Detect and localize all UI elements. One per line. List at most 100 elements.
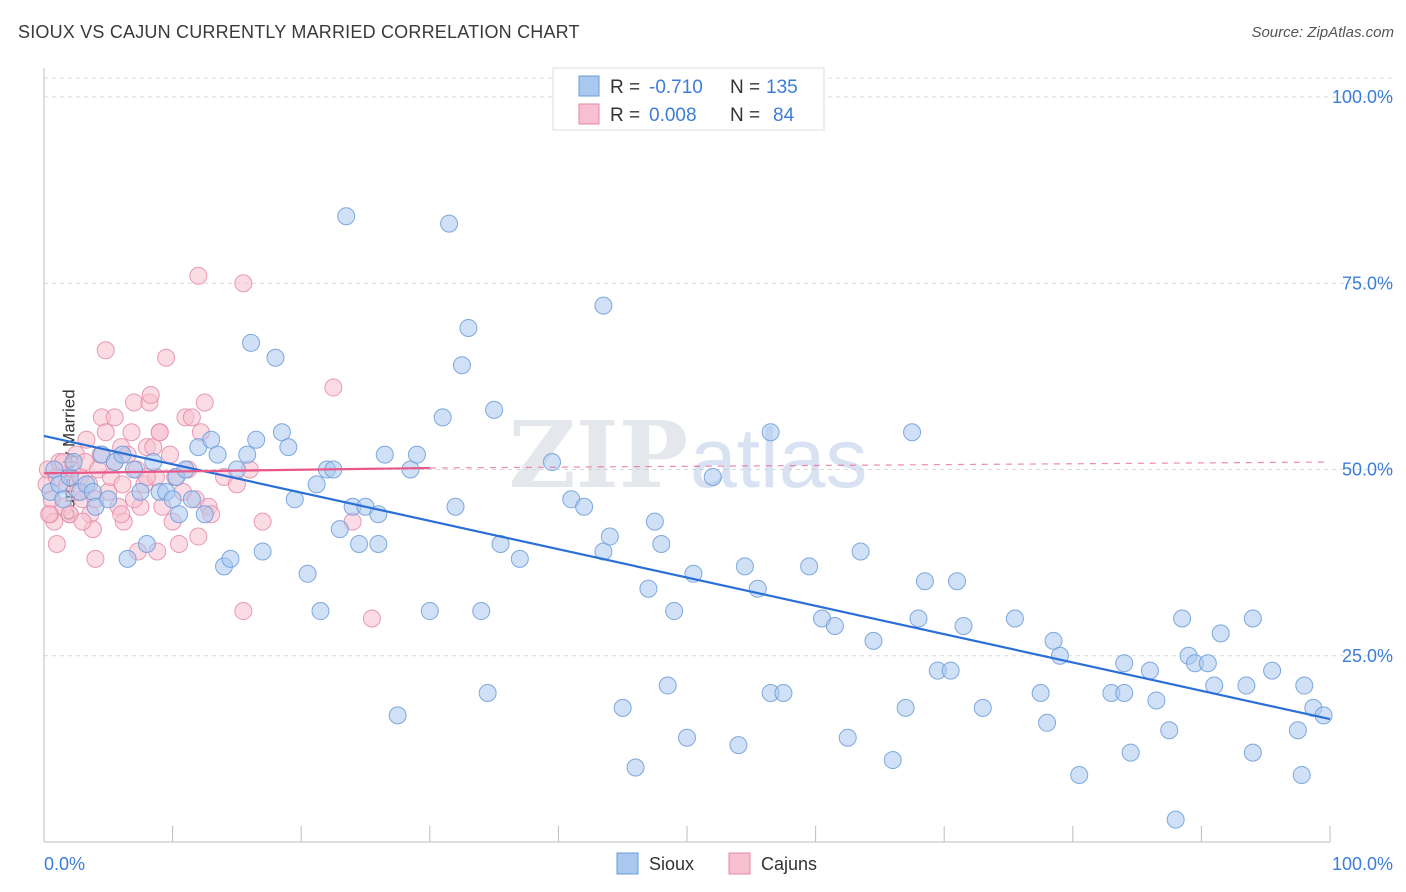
sioux-points [41, 207, 1333, 829]
sioux-point [896, 698, 915, 717]
sioux-point [182, 490, 201, 509]
legend-bottom-label-sioux: Sioux [649, 854, 694, 874]
legend-n-label-cajuns: N = [730, 105, 760, 126]
cajun-point [122, 423, 141, 442]
sioux-point [909, 609, 928, 628]
sioux-point [1166, 810, 1185, 829]
sioux-point [658, 676, 677, 695]
sioux-point [594, 296, 613, 315]
sioux-point [1140, 661, 1159, 680]
sioux-point [472, 602, 491, 621]
y-tick-label: 100.0% [1332, 87, 1393, 107]
sioux-point [407, 445, 426, 464]
sioux-point [163, 490, 182, 509]
sioux-point [626, 758, 645, 777]
sioux-point [137, 535, 156, 553]
watermark: ZIP atlas [509, 401, 868, 509]
sioux-point [948, 572, 967, 591]
legend-bottom-label-cajuns: Cajuns [761, 854, 817, 874]
sioux-point [253, 542, 272, 561]
cajun-point [161, 445, 180, 464]
sioux-point [954, 616, 973, 635]
sioux-point [800, 557, 819, 576]
sioux-point [170, 505, 189, 524]
cajun-point [189, 527, 208, 546]
gridlines [44, 77, 1392, 657]
sioux-point [208, 445, 227, 464]
cajun-point [150, 423, 169, 442]
sioux-point [350, 535, 369, 553]
sioux-point [337, 207, 356, 226]
cajun-point [234, 274, 253, 293]
cajun-trend-line [43, 466, 430, 475]
legend-r-value-cajuns: 0.008 [649, 105, 697, 126]
cajun-point [96, 341, 115, 360]
cajun-point [40, 505, 59, 524]
watermark-zip: ZIP [509, 401, 688, 509]
chart-title: SIOUX VS CAJUN CURRENTLY MARRIED CORRELA… [18, 22, 580, 42]
legend-bottom-swatch-cajuns [728, 852, 751, 875]
sioux-point [1173, 609, 1192, 628]
sioux-point [298, 564, 317, 583]
sioux-point [266, 348, 285, 367]
trend-lines [43, 434, 1331, 721]
sioux-point [639, 579, 658, 598]
sioux-point [883, 751, 902, 770]
cajun-point [141, 386, 160, 404]
cajun-point [362, 609, 381, 628]
sioux-point [1288, 721, 1307, 740]
legend-swatch-sioux [578, 75, 600, 97]
sioux-point [420, 602, 439, 621]
legend-series: Sioux Cajuns [616, 852, 817, 875]
legend-r-label-cajuns: R = [610, 105, 640, 126]
sioux-point [600, 527, 619, 546]
sioux-point [1115, 684, 1134, 702]
sioux-point [118, 549, 137, 568]
sioux-point [452, 356, 471, 375]
sioux-point [678, 728, 696, 747]
sioux-point [1211, 624, 1230, 643]
sioux-point [433, 408, 452, 427]
cajun-point [234, 602, 253, 621]
sioux-point [388, 706, 407, 725]
x-tick-label-min: 0.0% [44, 854, 85, 874]
sioux-point [446, 497, 465, 516]
cajun-point [86, 549, 105, 568]
sioux-point [1070, 765, 1089, 784]
sioux-point [825, 616, 844, 635]
sioux-point [542, 453, 561, 472]
legend-n-label-sioux: N = [730, 77, 760, 98]
sioux-point [279, 438, 298, 457]
cajun-point [182, 408, 201, 427]
sioux-point [1263, 661, 1282, 680]
sioux-point [1121, 743, 1140, 762]
sioux-point [838, 728, 857, 747]
sioux-point [510, 549, 529, 568]
sioux-point [652, 535, 671, 553]
legend-r-label-sioux: R = [610, 77, 640, 98]
sioux-point [272, 423, 291, 442]
sioux-point [1038, 713, 1057, 732]
sioux-point [1292, 765, 1311, 784]
sioux-point [1160, 721, 1179, 740]
cajun-point [73, 512, 92, 531]
legend-n-value-sioux: 135 [766, 77, 798, 98]
sioux-point [903, 423, 922, 442]
sioux-point [1115, 654, 1134, 673]
sioux-point [864, 631, 883, 650]
sioux-point [1243, 609, 1262, 628]
sioux-point [83, 482, 102, 501]
sioux-point [375, 445, 394, 464]
sioux-point [665, 602, 684, 621]
sioux-point [459, 318, 478, 337]
cajun-point [170, 535, 189, 553]
sioux-point [54, 490, 73, 509]
sioux-point [307, 475, 326, 494]
sioux-point [1295, 676, 1314, 695]
sioux-trend-line [43, 434, 1331, 721]
sioux-point [202, 430, 221, 449]
sioux-point [247, 430, 266, 449]
sioux-point [485, 400, 504, 419]
cajun-point [105, 408, 124, 427]
legend-r-value-sioux: -0.710 [649, 77, 703, 98]
